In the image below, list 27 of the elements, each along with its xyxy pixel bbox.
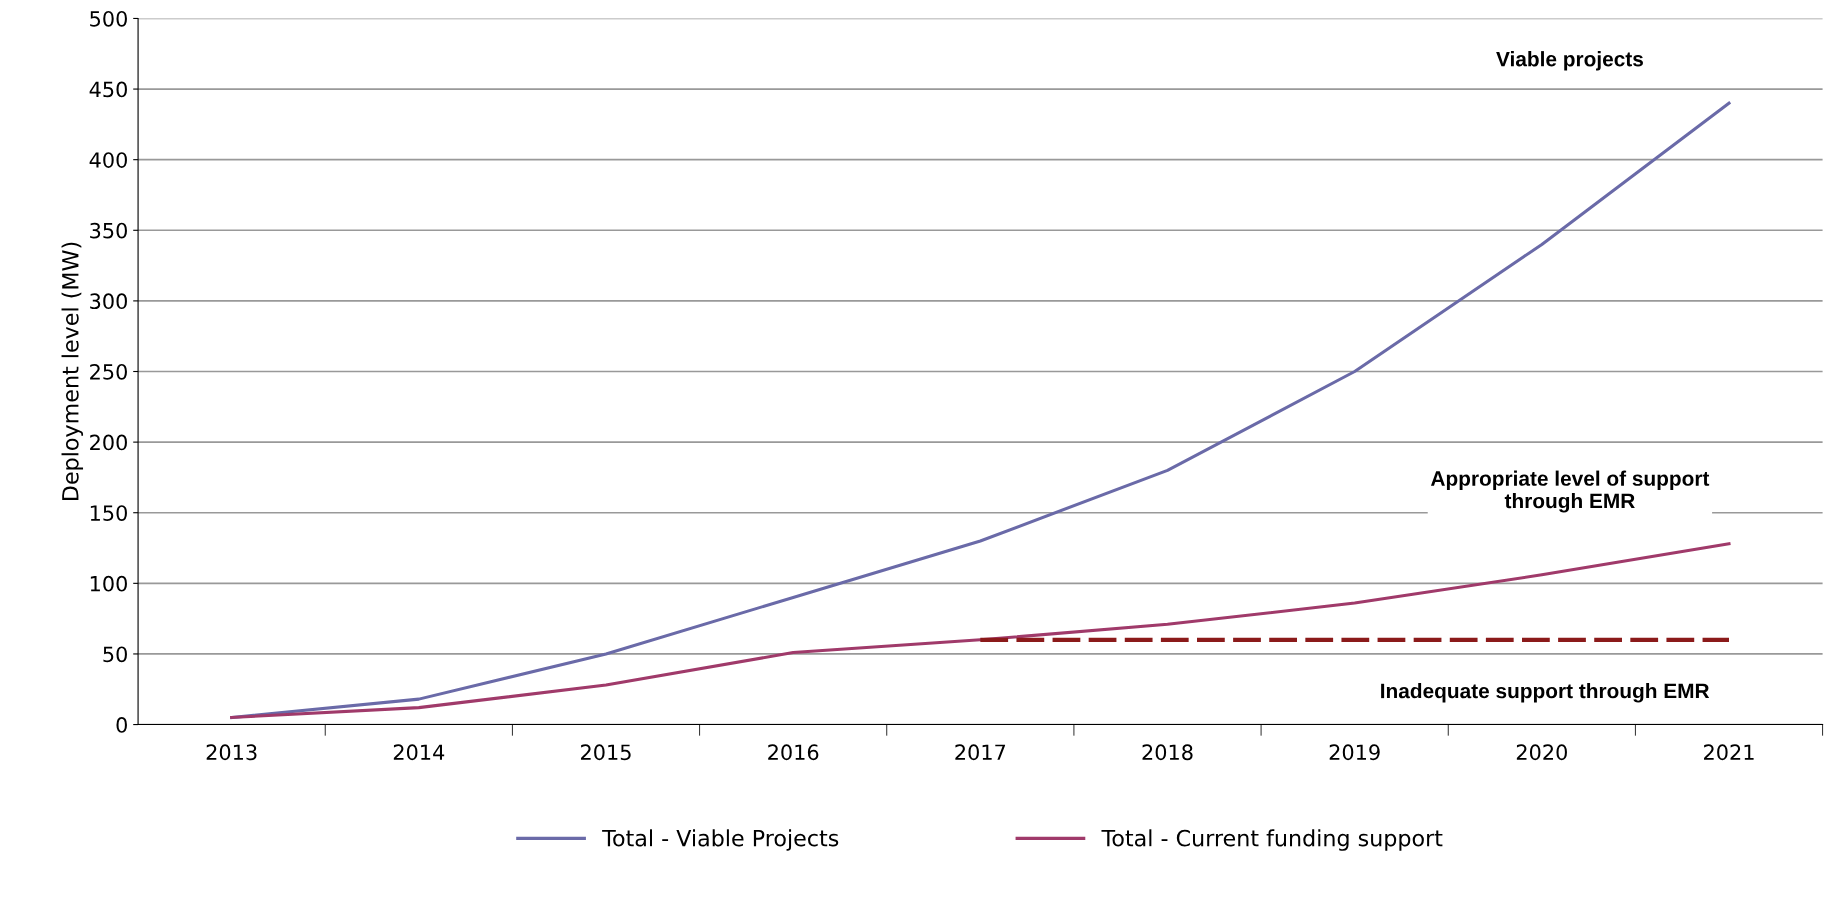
annotation: Viable projects [1496,51,1643,71]
y-tick-label: 0 [116,717,127,733]
y-axis-title: Deployment level (MW) [61,242,84,501]
y-tick-label: 150 [90,505,127,521]
x-tick-label: 2020 [1516,744,1567,761]
annotation: Inadequate support through EMR [1381,683,1710,703]
y-tick-label: 250 [90,363,127,380]
y-tick-label: 450 [89,81,127,98]
x-tick-label: 2015 [581,744,631,761]
y-tick-label: 350 [90,222,127,239]
line-series [230,542,1731,720]
x-tick-label: 2016 [768,744,819,761]
legend-label: Total - Viable Projects [602,829,839,851]
y-tick-label: 50 [103,646,127,663]
annotation: Appropriate level of support through EMR [1430,470,1710,513]
y-tick-label: 100 [90,575,127,592]
y-tick-label: 500 [90,10,127,27]
x-tick-label: 2019 [1329,744,1380,761]
x-tick-label: 2014 [393,744,445,761]
x-tick-label: 2018 [1142,744,1193,761]
x-tick-label: 2021 [1704,744,1754,761]
legend-label: Total - Current funding support [1101,829,1443,851]
y-tick-label: 400 [89,152,127,168]
y-tick-label: 200 [90,434,127,451]
x-tick-label: 2017 [955,744,1006,761]
y-tick-label: 300 [90,293,127,310]
x-tick-label: 2013 [206,744,257,761]
